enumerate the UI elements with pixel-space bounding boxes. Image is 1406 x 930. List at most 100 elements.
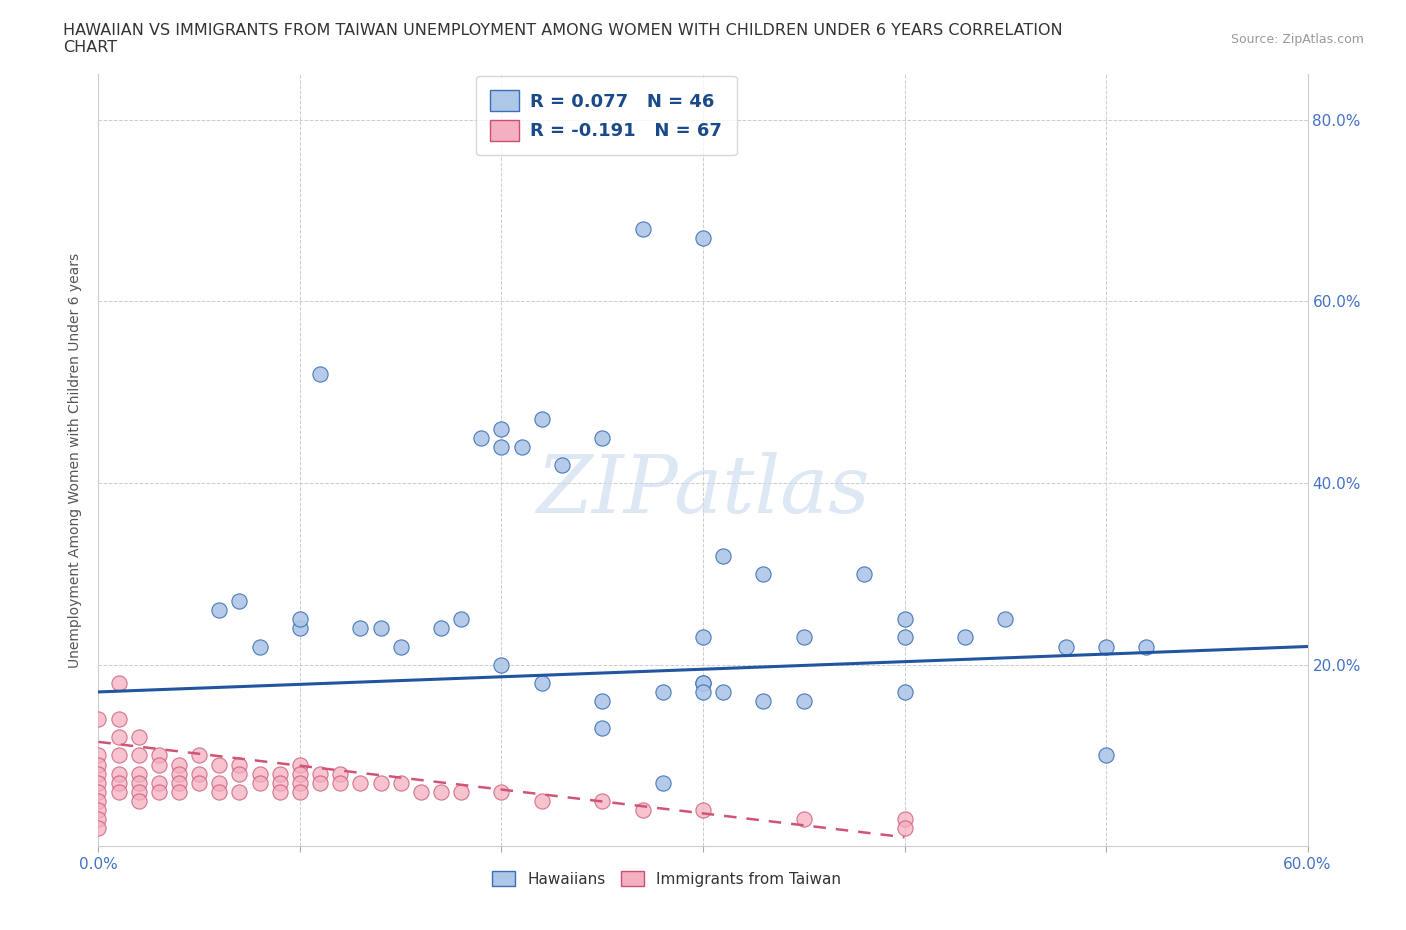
Point (188, 748, 211, 763)
Point (893, 630, 915, 644)
Text: Source: ZipAtlas.com: Source: ZipAtlas.com (1230, 33, 1364, 46)
Point (651, 684, 673, 699)
Y-axis label: Unemployment Among Women with Children Under 6 years: Unemployment Among Women with Children U… (69, 253, 83, 668)
Point (349, 776, 371, 790)
Point (309, 776, 332, 790)
Point (148, 757, 170, 772)
Point (692, 684, 714, 699)
Point (893, 812, 915, 827)
Point (450, 784, 472, 799)
Point (450, 612, 472, 627)
Point (87, 757, 110, 772)
Point (128, 766, 150, 781)
Point (87, 812, 110, 827)
Point (389, 776, 412, 790)
Point (591, 694, 613, 709)
Point (148, 776, 170, 790)
Point (107, 766, 129, 781)
Point (107, 675, 129, 690)
Point (208, 776, 231, 790)
Point (692, 803, 714, 817)
Point (128, 776, 150, 790)
Point (793, 694, 815, 709)
Point (491, 439, 513, 454)
Point (430, 621, 453, 636)
Point (692, 630, 714, 644)
Point (711, 684, 734, 699)
Point (128, 730, 150, 745)
Point (692, 675, 714, 690)
Point (530, 412, 553, 427)
Text: ZIPatlas: ZIPatlas (536, 453, 870, 530)
Point (793, 630, 815, 644)
Point (409, 784, 432, 799)
Point (793, 812, 815, 827)
Point (530, 793, 553, 808)
Point (228, 784, 250, 799)
Point (208, 784, 231, 799)
Point (349, 621, 371, 636)
Point (1054, 639, 1077, 654)
Point (148, 784, 170, 799)
Point (853, 566, 876, 581)
Legend: Hawaiians, Immigrants from Taiwan: Hawaiians, Immigrants from Taiwan (486, 865, 848, 893)
Point (249, 776, 271, 790)
Point (711, 549, 734, 564)
Point (228, 766, 250, 781)
Point (893, 820, 915, 835)
Point (288, 776, 311, 790)
Point (107, 748, 129, 763)
Point (1095, 639, 1118, 654)
Point (491, 421, 513, 436)
Point (269, 766, 291, 781)
Text: CHART: CHART (63, 40, 117, 55)
Point (288, 621, 311, 636)
Point (167, 757, 190, 772)
Point (107, 711, 129, 726)
Point (87, 784, 110, 799)
Point (288, 784, 311, 799)
Point (269, 784, 291, 799)
Text: HAWAIIAN VS IMMIGRANTS FROM TAIWAN UNEMPLOYMENT AMONG WOMEN WITH CHILDREN UNDER : HAWAIIAN VS IMMIGRANTS FROM TAIWAN UNEMP… (63, 23, 1063, 38)
Point (87, 820, 110, 835)
Point (329, 766, 352, 781)
Point (430, 784, 453, 799)
Point (208, 757, 231, 772)
Point (148, 748, 170, 763)
Point (208, 603, 231, 618)
Point (329, 776, 352, 790)
Point (953, 630, 976, 644)
Point (249, 766, 271, 781)
Point (893, 684, 915, 699)
Point (692, 231, 714, 246)
Point (167, 784, 190, 799)
Point (470, 431, 492, 445)
Point (128, 784, 150, 799)
Point (87, 803, 110, 817)
Point (389, 639, 412, 654)
Point (370, 621, 392, 636)
Point (1095, 748, 1118, 763)
Point (994, 612, 1017, 627)
Point (631, 221, 654, 236)
Point (491, 658, 513, 672)
Point (551, 458, 574, 472)
Point (107, 776, 129, 790)
Point (87, 776, 110, 790)
Point (651, 776, 673, 790)
Point (87, 766, 110, 781)
Point (591, 721, 613, 736)
Point (87, 793, 110, 808)
Point (370, 776, 392, 790)
Point (269, 776, 291, 790)
Point (591, 793, 613, 808)
Point (167, 776, 190, 790)
Point (87, 711, 110, 726)
Point (288, 612, 311, 627)
Point (288, 757, 311, 772)
Point (491, 784, 513, 799)
Point (107, 784, 129, 799)
Point (228, 757, 250, 772)
Point (107, 730, 129, 745)
Point (188, 776, 211, 790)
